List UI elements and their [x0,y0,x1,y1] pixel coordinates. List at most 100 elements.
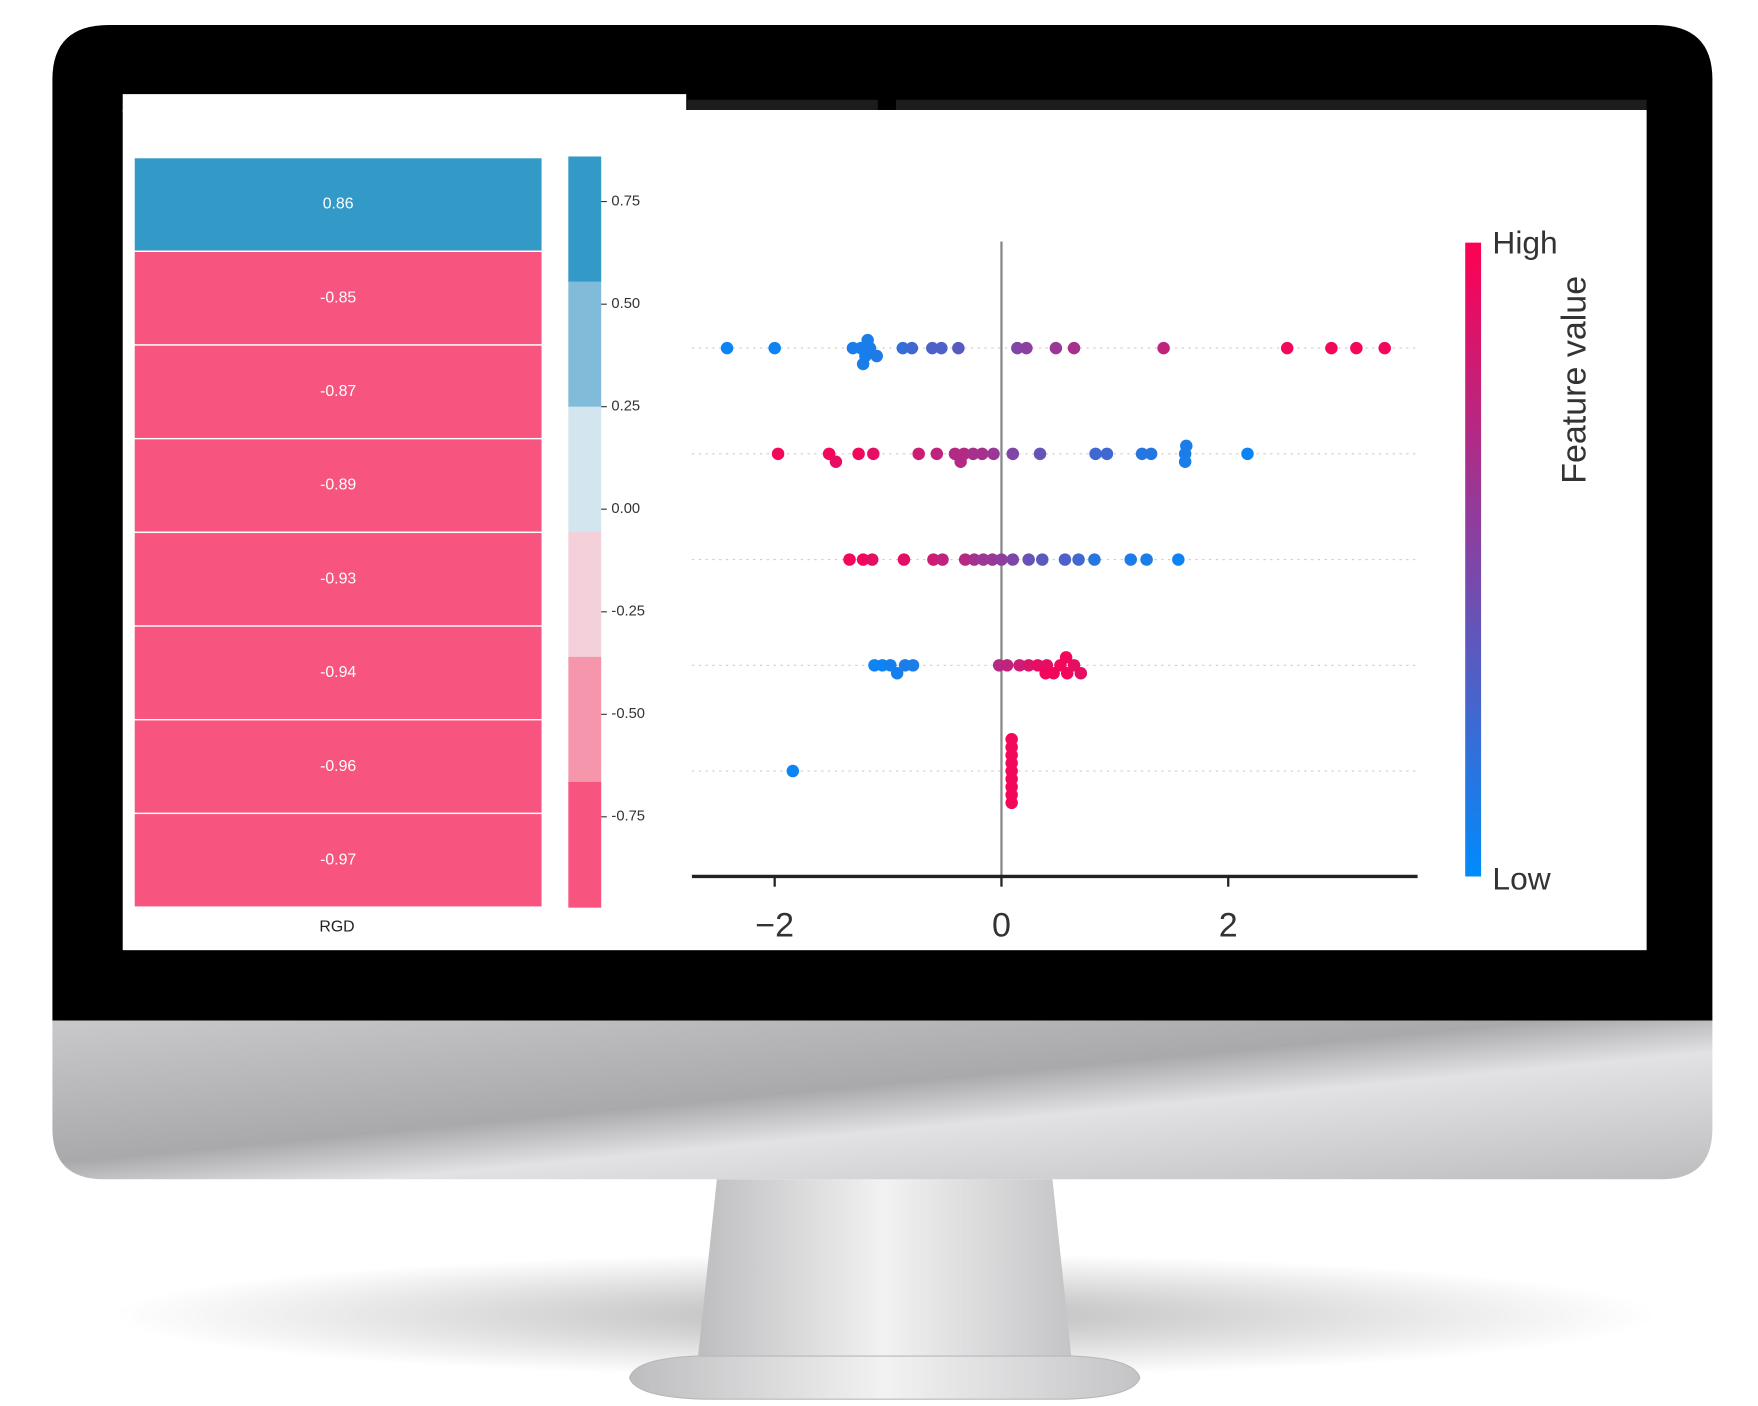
swarm-point [1020,341,1033,355]
x-tick-label: 2 [1219,906,1238,944]
swarm-point [957,447,971,461]
swarm-point [1031,659,1044,672]
swarm-point [852,447,865,461]
swarm-point [843,553,856,566]
cell-label: 0.86 [323,196,354,213]
swarm-point [1072,553,1085,566]
swarm-point [958,553,972,566]
swarm-point [1059,651,1073,664]
screen-top-strip [122,94,687,113]
heatmap-cell [133,531,543,627]
heatmap: RGD 0.86 -0.85 -0.87 -0.89 -0.93 -0.94 -0.96 -0… [133,156,543,936]
swarm-point [1088,553,1101,566]
swarm-point [1089,447,1102,461]
colorbar-tick-label: 0.50 [611,296,640,312]
swarm-point [1178,455,1192,469]
swarm-point [952,341,965,355]
x-tick-label: 0 [992,906,1011,944]
swarm-point [1144,447,1158,461]
swarm-point [995,553,1008,566]
swarm-point [890,666,904,680]
swarm-point [856,553,870,566]
heatmap-cell [133,156,543,252]
swarm-point [936,553,949,566]
swarm-point [906,659,920,672]
colorbar-band [568,281,602,408]
swarm-point [1006,553,1020,566]
swarm-point [1241,447,1254,461]
beeswarm-plot: High Low Feature value −2 0 2 [691,224,1593,944]
swarm-point [771,447,785,461]
swarm-point [987,447,1000,461]
colorbar-band [568,781,602,908]
swarm-point [1006,447,1020,461]
swarm-point [1074,666,1088,680]
colorbar-band [568,156,602,283]
cell-label: -0.94 [320,664,356,681]
swarm-point [1100,447,1114,461]
heatmap-cell [133,437,543,534]
heatmap-cell [133,344,543,440]
screen-tab [896,99,1647,110]
swarm-point [1325,341,1338,355]
swarm-point [1058,553,1072,566]
cell-label: -0.87 [320,383,356,400]
swarm-point [768,341,781,355]
cell-label: -0.96 [320,758,356,775]
swarm-point [867,447,880,461]
swarm-point [1157,341,1170,355]
swarm-point [966,447,980,461]
heatmap-cell [133,625,543,721]
swarm-point [1013,659,1026,672]
swarm-point [1135,447,1149,461]
swarm-point [1022,553,1035,566]
swarm-point [897,553,911,566]
colorbar-tick-label: -0.50 [611,706,645,722]
cell-label: -0.85 [320,289,356,306]
colorbar-tick-label: 0.00 [611,501,640,517]
x-axis-label: RGD [319,919,354,936]
stand-base [628,1355,1141,1400]
swarm-point [1350,341,1363,355]
swarm-point [1067,341,1081,355]
feature-colorbar [1465,242,1482,877]
colorbar-tick-label: -0.25 [611,604,645,620]
cell-label: -0.93 [320,570,356,587]
swarm-point [1140,553,1153,566]
colorbar-band [568,656,602,783]
colorbar-low-label: Low [1492,860,1550,896]
swarm-point [1049,341,1063,355]
swarm-point [865,553,879,566]
heatmap-cell [133,812,543,908]
swarm-point [935,341,948,355]
swarm-point [977,553,990,566]
colorbar-band [568,531,602,658]
monitor-chin [52,1020,1713,1180]
x-tick-label: −2 [755,906,794,944]
swarm-point [1039,666,1052,680]
swarm-point [856,357,870,371]
colorbar-tick-label: -0.75 [611,809,645,825]
swarm-point [1005,733,1018,746]
colorbar-high-label: High [1492,224,1557,260]
swarm-point [1036,553,1049,566]
swarm-point [1172,553,1185,566]
swarm-point [1000,659,1014,672]
swarm-point [720,341,734,355]
stand-neck [697,1179,1072,1361]
swarm-point [986,553,999,566]
swarm-point [905,341,919,355]
colorbar-tick-label: 0.75 [611,193,640,209]
swarm-point [1180,439,1193,453]
swarm-point [896,341,910,355]
heatmap-cell [133,250,543,346]
swarm-point [870,349,883,363]
swarm-point [1022,659,1035,672]
screen-tab [687,99,878,110]
cell-label: -0.97 [320,851,356,868]
swarm-point [926,341,939,355]
swarm-point [927,553,940,566]
colorbar-band [568,406,602,533]
